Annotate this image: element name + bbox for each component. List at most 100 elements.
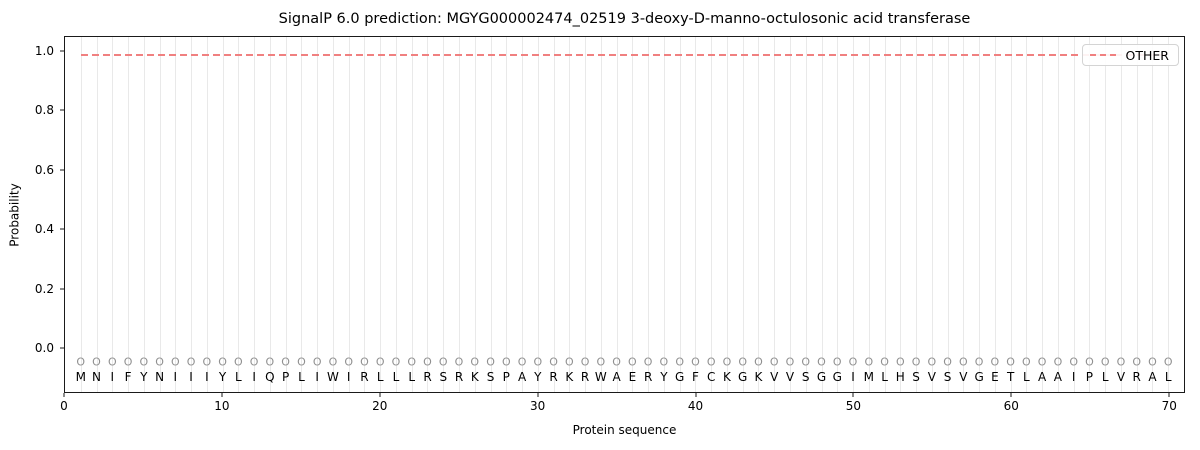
chart-title: SignalP 6.0 prediction: MGYG000002474_02…	[278, 11, 971, 27]
residue-marker: O	[281, 355, 290, 369]
legend: OTHER	[1081, 44, 1179, 66]
gridline	[868, 37, 870, 392]
residue-marker: O	[454, 355, 464, 369]
gridline	[1168, 37, 1170, 392]
y-tick-mark	[60, 169, 64, 171]
gridline	[1042, 37, 1044, 392]
x-tick-mark	[852, 393, 854, 397]
gridline	[1010, 37, 1012, 392]
residue-marker: O	[1006, 355, 1015, 369]
sequence-letter: M	[75, 370, 86, 385]
gridline	[191, 37, 193, 392]
gridline	[443, 37, 445, 392]
gridline	[490, 37, 492, 392]
gridline	[1089, 37, 1091, 392]
residue-marker: O	[612, 355, 621, 369]
gridline	[348, 37, 350, 392]
residue-marker: O	[423, 355, 432, 369]
sequence-letter: S	[943, 370, 952, 385]
gridline	[537, 37, 539, 392]
gridline	[679, 37, 681, 392]
residue-marker: O	[107, 355, 117, 369]
gridline	[758, 37, 760, 392]
residue-marker: O	[218, 355, 227, 369]
sequence-letter: Y	[140, 370, 148, 385]
sequence-letter: P	[1085, 370, 1094, 385]
gridline	[1152, 37, 1154, 392]
gridline	[947, 37, 949, 392]
residue-marker: O	[391, 355, 401, 369]
residue-marker: O	[1085, 355, 1094, 369]
sequence-letter: K	[723, 370, 731, 385]
gridline	[364, 37, 366, 392]
residue-marker: O	[722, 355, 732, 369]
other-probability-line	[80, 53, 1169, 56]
sequence-letter: I	[1071, 370, 1076, 385]
residue-marker: O	[486, 355, 495, 369]
residue-marker: O	[817, 355, 826, 369]
residue-marker: O	[360, 355, 369, 369]
sequence-letter: I	[346, 370, 351, 385]
sequence-letter: R	[643, 370, 653, 385]
gridline	[411, 37, 413, 392]
sequence-letter: A	[1038, 370, 1047, 385]
residue-marker: O	[864, 355, 874, 369]
sequence-letter: E	[991, 370, 999, 385]
residue-marker: O	[832, 355, 842, 369]
sequence-letter: E	[628, 370, 637, 385]
y-tick-mark	[60, 228, 64, 230]
gridline	[80, 37, 82, 392]
residue-marker: O	[170, 355, 180, 369]
gridline	[128, 37, 130, 392]
gridline	[317, 37, 319, 392]
residue-marker: O	[959, 355, 968, 369]
y-tick-mark	[60, 347, 64, 349]
sequence-letter: K	[754, 370, 763, 385]
residue-marker: O	[1163, 355, 1173, 369]
residue-marker: O	[990, 355, 1000, 369]
gridline	[459, 37, 460, 392]
sequence-letter: W	[594, 370, 607, 385]
residue-marker: O	[785, 355, 795, 369]
gridline	[175, 37, 177, 392]
residue-marker: O	[927, 355, 937, 369]
sequence-letter: L	[376, 370, 384, 385]
x-tick-label: 10	[214, 399, 230, 413]
gridline	[269, 37, 271, 392]
sequence-letter: A	[1053, 370, 1063, 385]
sequence-letter: F	[691, 370, 699, 385]
sequence-letter: R	[454, 370, 464, 385]
sequence-letter: N	[155, 370, 165, 385]
sequence-letter: G	[738, 370, 748, 385]
sequence-letter: I	[205, 370, 209, 385]
gridline	[474, 37, 476, 392]
x-tick-label: 40	[687, 399, 704, 413]
residue-marker: O	[911, 355, 921, 369]
gridline	[994, 37, 996, 392]
gridline	[600, 37, 602, 392]
x-tick-mark	[63, 393, 65, 397]
gridline	[1073, 37, 1075, 392]
sequence-letter: A	[612, 370, 621, 385]
sequence-letter: S	[486, 370, 495, 385]
residue-marker: O	[754, 355, 763, 369]
y-tick-label: 0.2	[34, 281, 54, 296]
residue-marker: O	[895, 355, 905, 369]
gridline	[648, 37, 650, 392]
sequence-letter: N	[92, 370, 102, 385]
residue-marker: O	[1132, 355, 1142, 369]
residue-marker: O	[533, 355, 543, 369]
gridline	[96, 37, 98, 392]
residue-marker: O	[407, 355, 417, 369]
sequence-letter: K	[565, 370, 574, 385]
y-tick-mark	[60, 288, 64, 290]
sequence-letter: S	[439, 370, 448, 385]
gridline	[1120, 37, 1122, 392]
y-tick-label: 0.8	[34, 103, 54, 118]
gridline	[853, 37, 855, 392]
x-tick-label: 60	[1003, 399, 1019, 413]
residue-marker: O	[297, 355, 306, 369]
sequence-letter: Y	[534, 370, 542, 385]
sequence-letter: W	[326, 370, 339, 385]
